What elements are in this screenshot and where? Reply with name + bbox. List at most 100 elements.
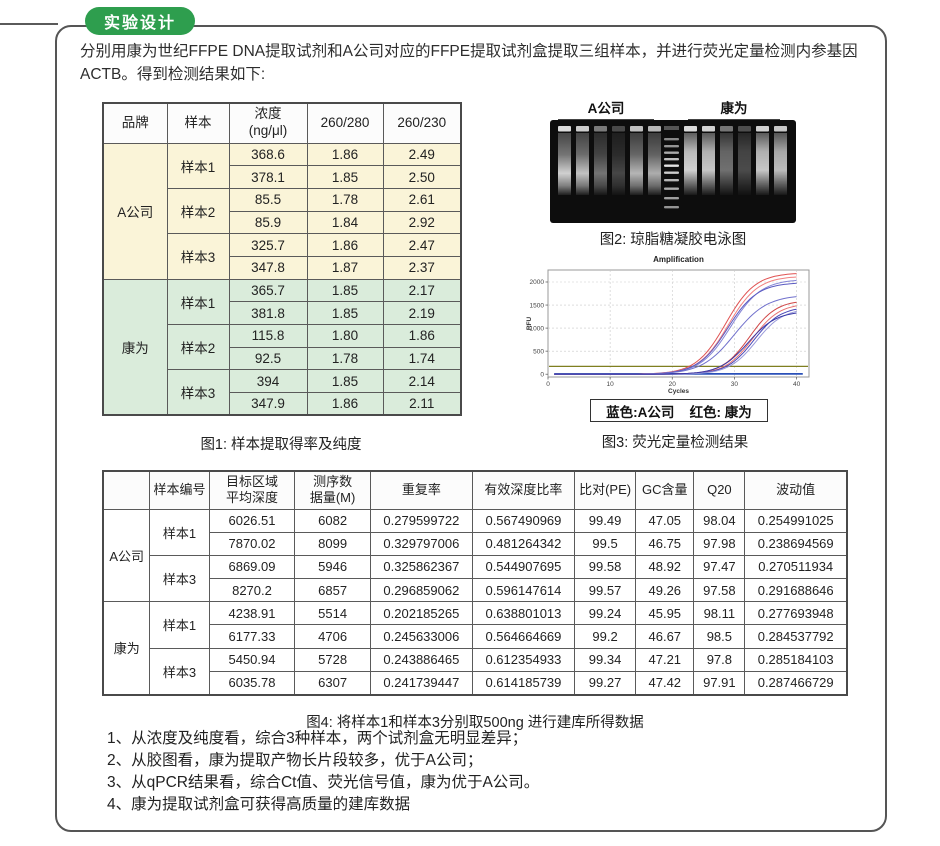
- data-cell: 98.11: [693, 601, 746, 626]
- data-cell: 2.17: [382, 278, 462, 303]
- svg-text:2000: 2000: [530, 279, 545, 286]
- data-cell: 46.67: [635, 624, 695, 649]
- gel-lane: [630, 126, 643, 195]
- library-prep-data-table: 样本编号 目标区域 平均深度 测序数 据量(M) 重复率 有效深度比率 比对(PE) GC含…: [102, 470, 848, 696]
- data-cell: 5946: [294, 554, 371, 580]
- sample-cell: 样本3: [166, 369, 230, 416]
- data-cell: 99.34: [573, 647, 637, 672]
- gel-lane-group-labels: A公司 康为: [550, 97, 796, 121]
- table-row: 样本3 394 1.85 2.14: [103, 369, 462, 416]
- data-cell: 99.2: [573, 624, 637, 649]
- data-cell: 0.291688646: [744, 578, 848, 603]
- legend-blue-label: 蓝色:A公司: [606, 404, 675, 420]
- data-cell: 1.86: [306, 142, 384, 167]
- table-row: 康为 样本1 4238.91 5514 0.202185265 0.638801013 99…: [102, 601, 848, 695]
- data-cell: 2.92: [382, 210, 462, 235]
- svg-text:1000: 1000: [530, 325, 545, 332]
- data-cell: 5450.94: [208, 647, 296, 672]
- data-cell: 2.19: [382, 301, 462, 325]
- data-cell: 99.5: [573, 531, 637, 556]
- gel-lane: [756, 126, 769, 195]
- data-cell: 47.05: [635, 508, 695, 533]
- data-cell: 0.544907695: [471, 554, 575, 580]
- sample-cell: 样本2: [166, 323, 230, 371]
- data-cell: 1.74: [382, 346, 462, 371]
- table-row: A公司 样本1 6026.51 6082 0.279599722 0.567490969 9…: [102, 508, 848, 603]
- data-cell: 0.325862367: [369, 554, 473, 580]
- gel-lane: [576, 126, 589, 195]
- gel-lane: [558, 126, 571, 195]
- data-cell: 6035.78: [208, 670, 296, 696]
- brand-cell: A公司: [102, 142, 168, 280]
- brand-cell: 康为: [102, 601, 151, 695]
- table-row: 样本3 5450.94 5728 0.243886465 0.612354933 99.3…: [103, 647, 848, 696]
- table-row: 6177.33 4706 0.245633006 0.564664669 99.2 46.…: [103, 624, 848, 649]
- data-cell: 6082: [294, 508, 371, 533]
- data-cell: 2.47: [382, 233, 462, 257]
- gel-lane: [594, 126, 607, 195]
- intro-text: 分别用康为世纪FFPE DNA提取试剂和A公司对应的FFPE提取试剂盒提取三组样…: [80, 43, 858, 83]
- svg-text:500: 500: [533, 348, 544, 355]
- column-header: 260/230: [382, 102, 462, 144]
- data-cell: 0.329797006: [369, 531, 473, 556]
- svg-text:20: 20: [669, 381, 677, 388]
- data-cell: 6857: [294, 578, 371, 603]
- data-cell: 1.85: [306, 165, 384, 189]
- sample-cell: 样本3: [149, 647, 210, 696]
- data-cell: 0.270511934: [744, 554, 848, 580]
- data-cell: 1.86: [306, 233, 384, 257]
- gel-lane: [648, 126, 661, 195]
- data-cell: 368.6: [228, 142, 308, 167]
- gel-lane: [702, 126, 715, 195]
- figure4-caption: 图4: 将样本1和样本3分别取500ng 进行建库所得数据: [306, 715, 644, 731]
- table-row: 7870.02 8099 0.329797006 0.481264342 99.5 46.…: [103, 531, 848, 556]
- sample-cell: 样本1: [149, 508, 210, 556]
- column-header: GC含量: [635, 470, 695, 510]
- data-cell: 0.284537792: [744, 624, 848, 649]
- figure2-caption: 图2: 琼脂糖凝胶电泳图: [599, 232, 747, 248]
- data-cell: 1.85: [306, 301, 384, 325]
- figure3-caption: 图3: 荧光定量检测结果: [601, 435, 749, 451]
- conclusion-item: 1、从浓度及纯度看，综合3种样本，两个试剂盒无明显差异；: [107, 730, 528, 747]
- data-cell: 0.596147614: [471, 578, 575, 603]
- data-cell: 0.614185739: [471, 670, 575, 696]
- data-cell: 0.243886465: [369, 647, 473, 672]
- data-cell: 45.95: [635, 601, 695, 626]
- data-cell: 47.21: [635, 647, 695, 672]
- sample-cell: 样本1: [166, 278, 230, 326]
- table-row: 8270.2 6857 0.296859062 0.596147614 99.57 49.…: [103, 578, 848, 603]
- data-cell: 2.14: [382, 369, 462, 394]
- data-cell: 0.285184103: [744, 647, 848, 672]
- extraction-yield-table: 品牌 样本 浓度 (ng/μl) 260/280 260/230 A公司 样本1 368.6 1…: [102, 102, 462, 417]
- data-cell: 99.58: [573, 554, 637, 580]
- data-cell: 378.1: [228, 165, 308, 189]
- data-cell: 99.49: [573, 508, 637, 533]
- gel-lane: [612, 126, 625, 195]
- data-cell: 115.8: [228, 324, 308, 348]
- data-cell: 1.80: [306, 324, 384, 348]
- sample-cell: 样本1: [166, 142, 230, 189]
- data-cell: 1.84: [306, 210, 384, 235]
- data-cell: 8270.2: [208, 578, 296, 603]
- column-header: 重复率: [369, 470, 473, 510]
- data-cell: 1.87: [306, 255, 384, 280]
- table-row: 样本3 6869.09 5946 0.325862367 0.544907695 99.5…: [103, 554, 848, 603]
- table-row: 样本3 325.7 1.86 2.47: [103, 233, 462, 280]
- conclusion-item: 4、康为提取试剂盒可获得高质量的建库数据: [107, 796, 411, 813]
- column-header: 浓度 (ng/μl): [228, 102, 308, 144]
- data-cell: 1.78: [306, 187, 384, 212]
- data-cell: 5728: [294, 647, 371, 672]
- data-cell: 1.85: [306, 278, 384, 303]
- conclusions-list: 1、从浓度及纯度看，综合3种样本，两个试剂盒无明显差异； 2、从胶图看，康为提取产…: [107, 728, 877, 816]
- data-cell: 2.49: [382, 142, 462, 167]
- header-row: 品牌 样本 浓度 (ng/μl) 260/280 260/230: [102, 102, 462, 144]
- sample-cell: 样本3: [149, 554, 210, 603]
- data-cell: 0.238694569: [744, 531, 848, 556]
- table-row: 92.5 1.78 1.74: [103, 346, 462, 371]
- data-cell: 46.75: [635, 531, 695, 556]
- data-cell: 99.24: [573, 601, 637, 626]
- gel-label-kangwei: 康为: [688, 97, 780, 121]
- sample-cell: 样本2: [166, 187, 230, 235]
- svg-text:1500: 1500: [530, 302, 545, 309]
- column-header: [102, 470, 151, 510]
